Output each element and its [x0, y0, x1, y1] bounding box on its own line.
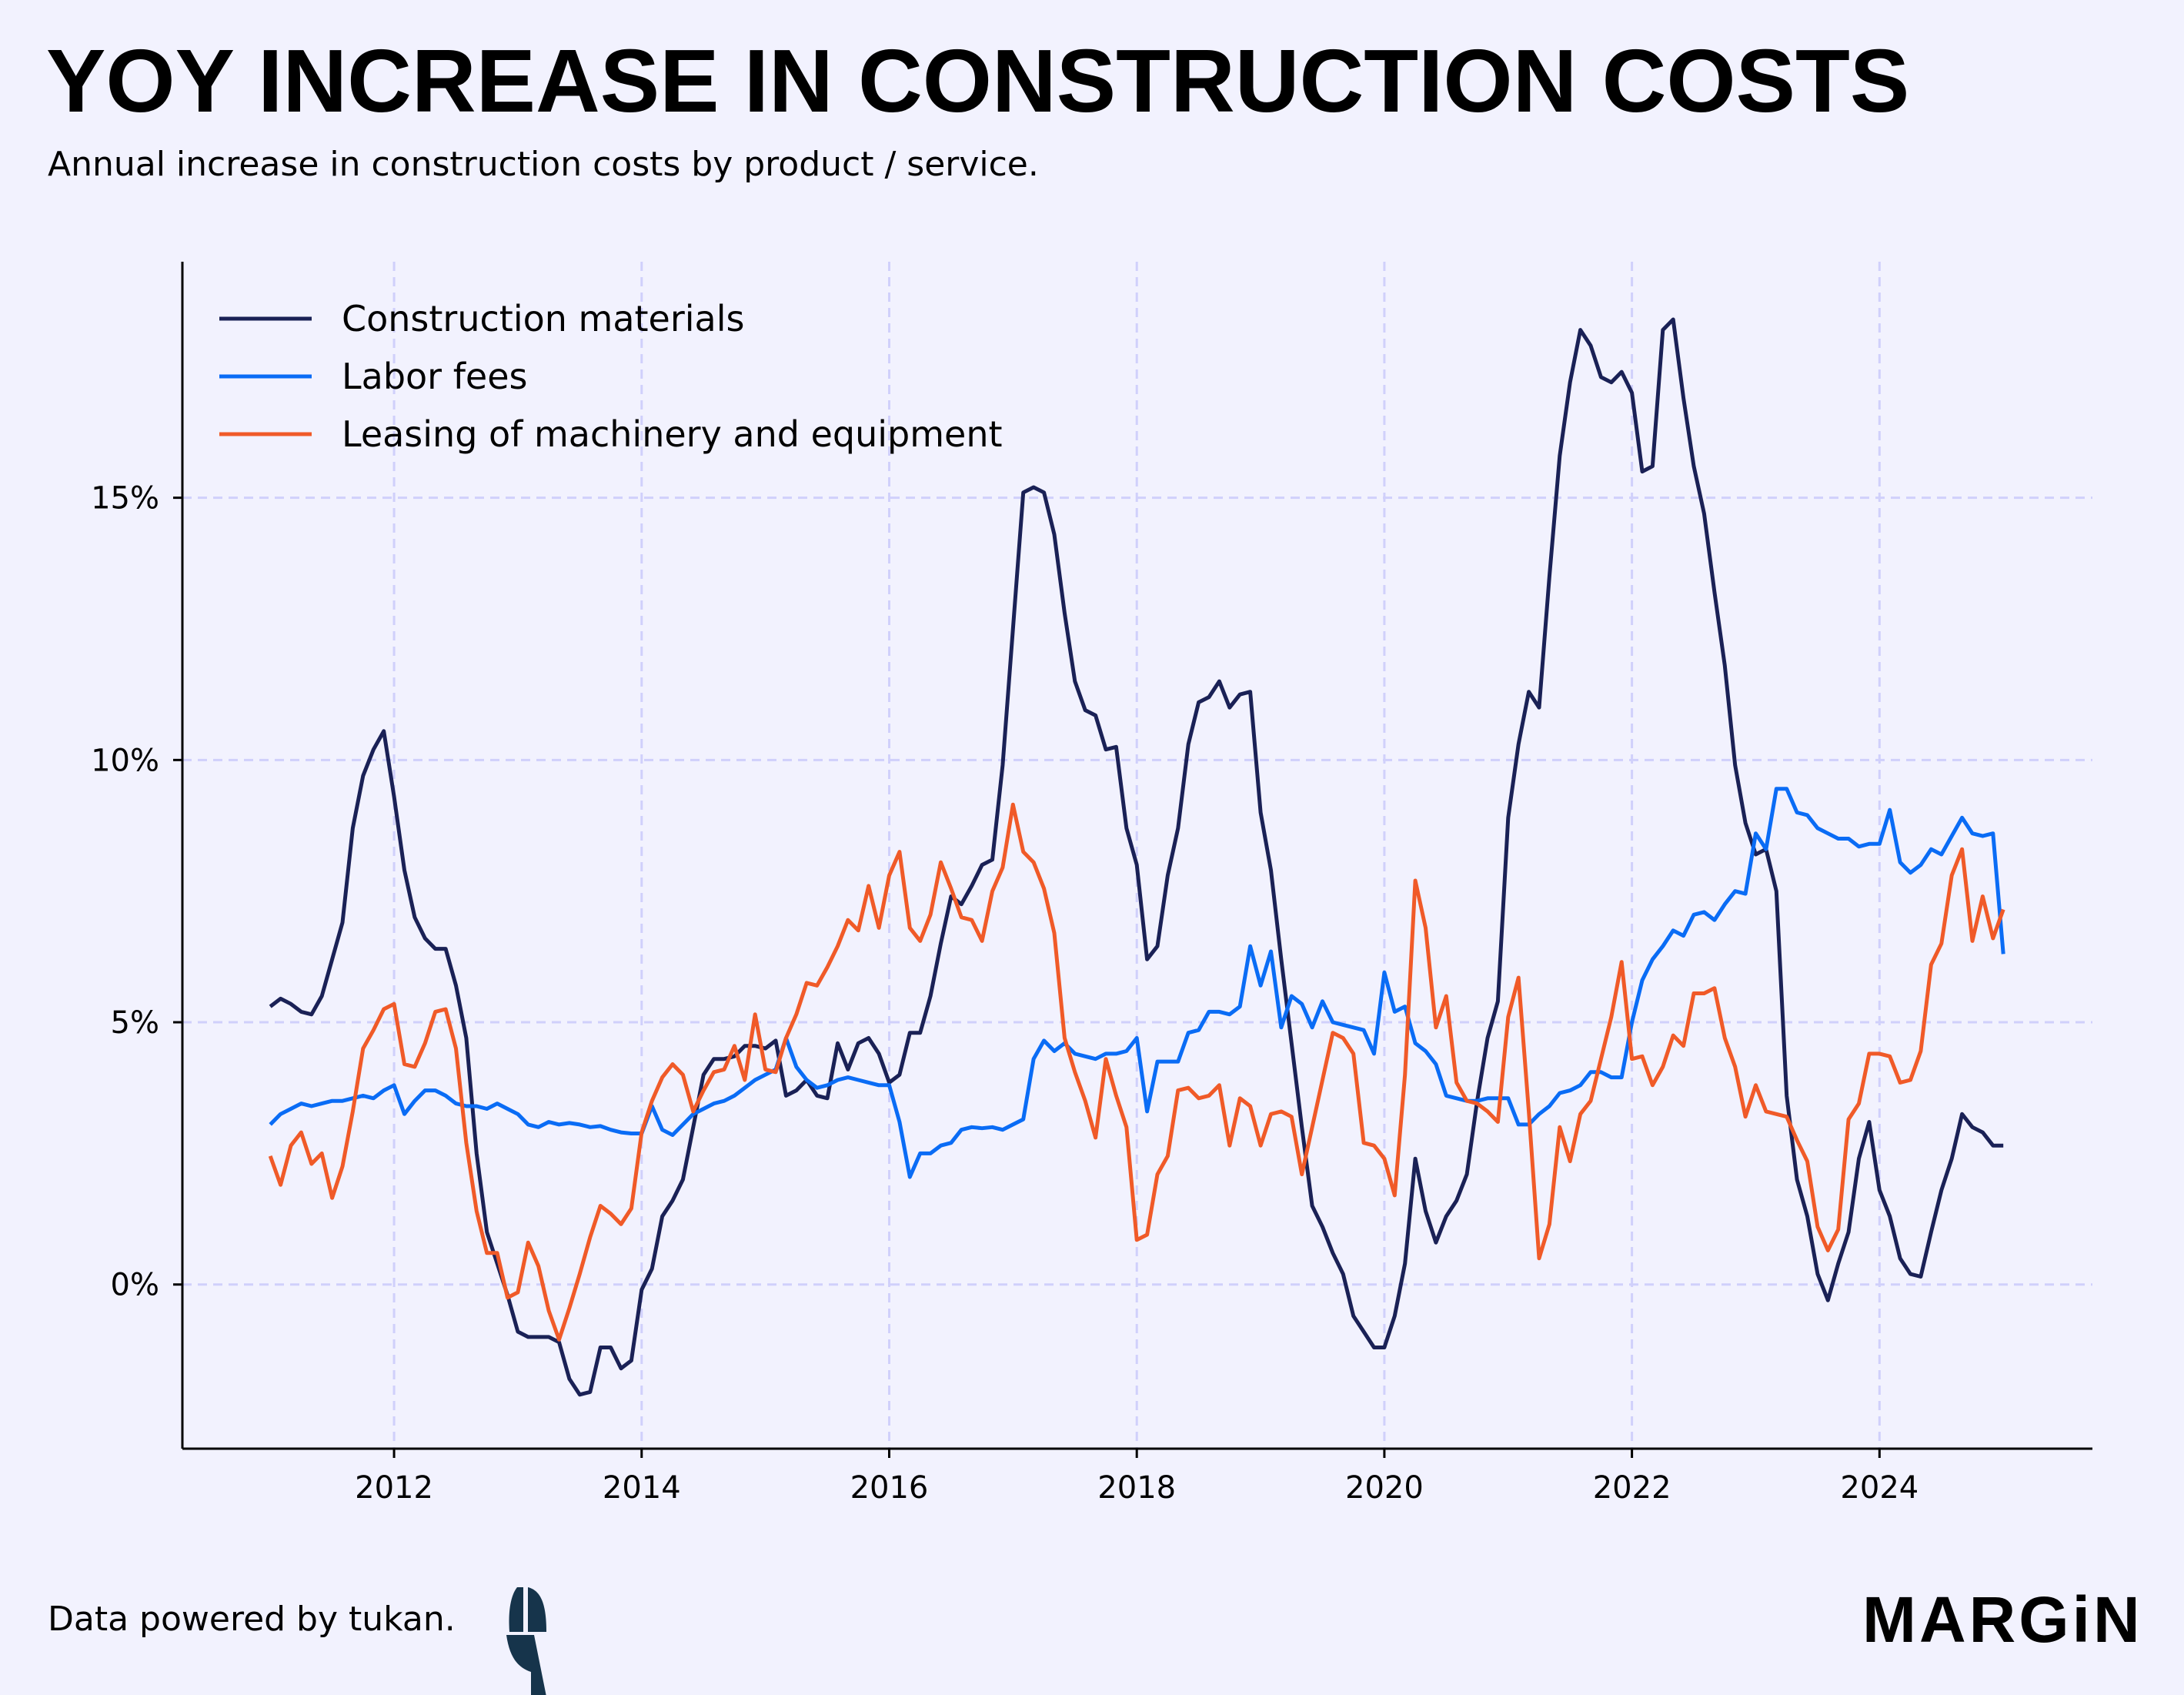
x-tick-label: 2016	[850, 1470, 929, 1506]
legend-label-construction-materials: Construction materials	[342, 298, 744, 339]
x-tick-label: 2020	[1345, 1470, 1424, 1506]
margin-logo: MARGiN	[1862, 1583, 2143, 1656]
y-tick-label: 0%	[111, 1268, 159, 1303]
series-line-construction-materials	[269, 317, 2004, 1397]
legend-label-leasing: Leasing of machinery and equipment	[342, 413, 1003, 455]
series-line-leasing-of-machinery-and-equipment	[268, 802, 2005, 1342]
x-tick-label: 2022	[1593, 1470, 1671, 1506]
x-tick-label: 2014	[603, 1470, 681, 1506]
x-tick-label: 2012	[355, 1470, 433, 1506]
chart-title: YOY INCREASE IN CONSTRUCTION COSTS	[46, 31, 1909, 131]
data-credit: Data powered by tukan.	[48, 1600, 456, 1639]
y-tick-label: 5%	[111, 1005, 159, 1041]
gridlines	[182, 262, 2092, 1449]
tukan-logo-icon	[506, 1587, 546, 1695]
y-tick-label: 15%	[91, 481, 159, 517]
x-tick-label: 2024	[1840, 1470, 1919, 1506]
tick-labels: 2012 2014 2016 2018 2020 2022 2024 0% 5% 10% 15%	[91, 481, 1919, 1506]
y-tick-label: 10%	[91, 743, 159, 778]
series-line-labor-fees	[269, 787, 2005, 1179]
legend: Construction materials Labor fees Leasin…	[219, 298, 1003, 455]
legend-label-labor-fees: Labor fees	[342, 356, 527, 397]
x-tick-label: 2018	[1097, 1470, 1176, 1506]
series-lines	[268, 317, 2005, 1397]
chart-subtitle: Annual increase in construction costs by…	[48, 145, 1039, 184]
